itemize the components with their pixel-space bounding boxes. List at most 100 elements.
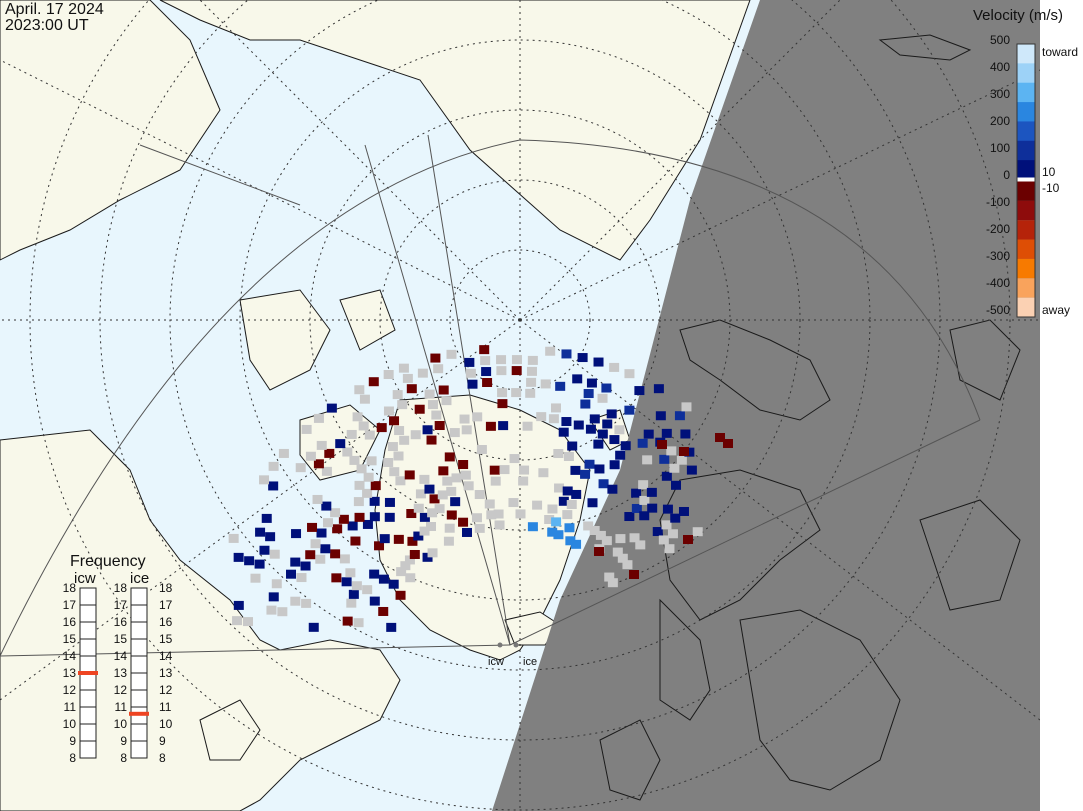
scatter-cell bbox=[564, 523, 575, 533]
legend-swatch-away bbox=[1017, 239, 1035, 259]
scatter-cell bbox=[307, 522, 318, 532]
scatter-cell bbox=[406, 509, 417, 519]
scatter-cell bbox=[558, 427, 569, 437]
scatter-cell bbox=[532, 500, 543, 510]
frequency-scale-label: 13 bbox=[63, 666, 77, 680]
scatter-cell bbox=[686, 465, 697, 475]
scatter-cell bbox=[565, 536, 576, 546]
frequency-scale-label: 16 bbox=[114, 615, 128, 629]
frequency-scale-label: 13 bbox=[114, 666, 128, 680]
scatter-cell bbox=[291, 529, 302, 539]
legend-swatch-away bbox=[1017, 278, 1035, 298]
scatter-cell bbox=[479, 345, 490, 355]
scatter-cell bbox=[580, 469, 591, 479]
frequency-radar-icw: icw bbox=[74, 570, 96, 587]
scatter-cell bbox=[657, 440, 667, 449]
scatter-cell bbox=[562, 510, 573, 520]
lat-grid bbox=[0, 0, 1041, 811]
scatter-cell bbox=[481, 367, 492, 377]
scatter-cell bbox=[511, 366, 522, 376]
legend-swatch-toward bbox=[1017, 121, 1035, 142]
scatter-cell bbox=[593, 439, 604, 449]
frequency-scale-label: 10 bbox=[114, 717, 128, 731]
scatter-cell bbox=[583, 389, 594, 399]
scatter-cell bbox=[396, 567, 407, 577]
scatter-cell bbox=[278, 448, 289, 458]
scatter-cell bbox=[308, 622, 319, 632]
scatter-cell bbox=[354, 480, 365, 490]
scatter-cell bbox=[496, 366, 507, 376]
frequency-scale-label: 15 bbox=[159, 632, 173, 646]
scatter-cell bbox=[339, 554, 350, 564]
scatter-cell bbox=[563, 452, 574, 462]
scatter-cell bbox=[593, 357, 604, 367]
scatter-cell bbox=[497, 388, 508, 398]
scatter-cell bbox=[363, 472, 374, 482]
scatter-cell bbox=[577, 353, 588, 363]
scatter-cell bbox=[323, 518, 334, 528]
scatter-cell bbox=[609, 435, 620, 445]
scatter-cell bbox=[434, 421, 445, 431]
velocity-legend: Velocity (m/s) 500 400 300 200 100 0 -100 -200 -… bbox=[973, 0, 1083, 811]
scatter-cell bbox=[417, 368, 428, 378]
scatter-cell bbox=[601, 536, 612, 546]
frequency-scale-label: 17 bbox=[63, 598, 77, 612]
legend-tick-label: 500 bbox=[990, 33, 1010, 47]
scatter-cell bbox=[451, 473, 462, 483]
scatter-cell bbox=[666, 446, 677, 456]
scatter-cell bbox=[321, 466, 332, 476]
scatter-cell bbox=[393, 534, 404, 544]
scatter-cell bbox=[683, 535, 693, 544]
station-ice-marker bbox=[513, 642, 519, 648]
scatter-cell bbox=[400, 561, 411, 571]
scatter-cell bbox=[376, 423, 387, 433]
scatter-cell bbox=[426, 522, 437, 532]
scatter-cell bbox=[614, 425, 625, 435]
scatter-cell bbox=[540, 379, 551, 389]
scatter-cell bbox=[450, 497, 461, 507]
scatter-cell bbox=[489, 465, 500, 475]
scatter-cell bbox=[305, 550, 316, 560]
scatter-cell bbox=[362, 519, 373, 529]
scatter-cell bbox=[369, 496, 380, 506]
scatter-cell bbox=[594, 464, 605, 474]
scatter-cell bbox=[566, 500, 577, 510]
scatter-cell bbox=[332, 524, 343, 534]
scatter-cell bbox=[431, 410, 442, 420]
legend-tick-label: -200 bbox=[986, 222, 1010, 236]
frequency-scale-label: 10 bbox=[63, 717, 77, 731]
scatter-cell bbox=[404, 470, 415, 480]
scatter-cell bbox=[602, 419, 613, 429]
scatter-cell bbox=[422, 425, 433, 435]
scatter-cell bbox=[562, 486, 573, 496]
scatter-cell bbox=[415, 489, 426, 499]
frequency-panel: Frequency icw ice 1817161514131211109818… bbox=[63, 553, 173, 765]
scatter-cell bbox=[426, 435, 437, 445]
scatter-cell bbox=[345, 568, 356, 578]
scatter-cell bbox=[620, 441, 631, 451]
scatter-cell bbox=[550, 403, 561, 413]
scatter-cell bbox=[399, 435, 410, 445]
legend-swatch-away bbox=[1017, 181, 1035, 201]
scatter-cell bbox=[474, 490, 485, 500]
scatter-cell bbox=[545, 346, 556, 356]
scatter-cell bbox=[669, 463, 680, 473]
legend-lower-cut: -10 bbox=[1042, 181, 1060, 195]
scatter-cell bbox=[615, 450, 626, 460]
scatter-cell bbox=[395, 590, 406, 600]
scatter-cell bbox=[446, 486, 457, 496]
frequency-title: Frequency bbox=[70, 553, 146, 570]
scatter-cell bbox=[378, 606, 389, 616]
scatter-cell bbox=[573, 420, 584, 430]
scatter-cell bbox=[551, 517, 562, 527]
scatter-cell bbox=[419, 512, 430, 522]
legend-title: Velocity (m/s) bbox=[973, 7, 1063, 24]
scatter-cell bbox=[369, 569, 380, 579]
scatter-cell bbox=[571, 539, 582, 549]
scatter-cell bbox=[331, 573, 342, 583]
scatter-cell bbox=[419, 474, 430, 484]
scatter-cell bbox=[427, 508, 438, 518]
scatter-cell bbox=[676, 455, 687, 465]
frequency-scale-label: 12 bbox=[159, 683, 173, 697]
stations: icw ice bbox=[488, 642, 537, 668]
